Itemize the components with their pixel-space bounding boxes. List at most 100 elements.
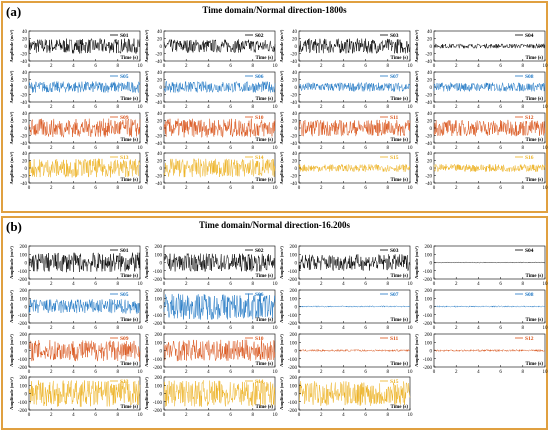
- ytick-label-p0-S11-3: -20: [290, 135, 297, 140]
- ytick-label-p0-S13-1: 20: [22, 160, 28, 165]
- xtick-label-p0-S16-4: 8: [522, 186, 525, 191]
- ytick-label-p0-S16-2: 0: [430, 167, 433, 172]
- xtick-label-p0-S13-4: 8: [117, 186, 120, 191]
- signal-p1-S12: [433, 348, 546, 353]
- ytick-label-p0-S06-1: 20: [157, 79, 163, 84]
- ytick-label-p1-S07-0: 200: [290, 289, 298, 294]
- ytick-label-p0-S10-2: 0: [160, 127, 163, 132]
- xtick-label-p1-S01-3: 6: [94, 282, 97, 287]
- ytick-label-p1-S14-1: 100: [155, 384, 163, 389]
- xlabel-p0-S14: Time (s): [255, 178, 273, 183]
- xlabel-p0-S11: Time (s): [390, 138, 408, 143]
- signal-p1-S04: [433, 261, 546, 264]
- ytick-label-p1-S03-3: -100: [288, 270, 298, 275]
- ytick-label-p1-S08-3: -100: [423, 314, 433, 319]
- ylabel-p1-S04: Amplitude (m/s²): [414, 246, 419, 279]
- signal-p1-S13: [28, 380, 141, 407]
- ytick-label-p0-S09-1: 20: [22, 120, 28, 125]
- xtick-label-p0-S09-5: 10: [138, 146, 144, 151]
- xlabel-p1-S01: Time (s): [120, 274, 138, 279]
- xtick-label-p1-S03-4: 8: [387, 282, 390, 287]
- xtick-label-p0-S15-3: 6: [364, 186, 367, 191]
- ytick-label-p1-S04-3: -100: [423, 270, 433, 275]
- ytick-label-p1-S08-1: 100: [425, 297, 433, 302]
- xtick-label-p0-S02-3: 6: [229, 64, 232, 69]
- ytick-label-p0-S14-2: 0: [160, 167, 163, 172]
- ytick-label-p0-S12-3: -20: [425, 135, 432, 140]
- ytick-label-p0-S14-3: -20: [155, 175, 162, 180]
- ytick-label-p0-S09-2: 0: [25, 127, 28, 132]
- ytick-label-p1-S03-2: 0: [295, 262, 298, 267]
- xtick-label-p0-S05-4: 8: [117, 105, 120, 110]
- legend-label-p0-S04: S04: [525, 33, 534, 39]
- ytick-label-p1-S15-0: 200: [290, 376, 298, 381]
- xtick-label-p1-S07-2: 4: [342, 326, 345, 331]
- xtick-label-p0-S16-3: 6: [499, 186, 502, 191]
- xtick-label-p0-S05-0: 0: [28, 105, 31, 110]
- xtick-label-p1-S07-5: 10: [408, 326, 414, 331]
- ytick-label-p0-S04-1: 20: [427, 38, 433, 43]
- xtick-label-p0-S04-5: 10: [543, 64, 549, 69]
- xtick-label-p1-S15-0: 0: [298, 413, 301, 418]
- xtick-label-p0-S02-2: 4: [207, 64, 210, 69]
- legend-label-p1-S09: S09: [120, 336, 129, 342]
- ytick-label-p1-S15-4: -200: [288, 409, 298, 414]
- ytick-label-p0-S12-4: -40: [425, 142, 432, 147]
- ytick-label-p0-S15-4: -40: [290, 182, 297, 187]
- ylabel-p0-S03: Amplitude (m/s²): [279, 29, 284, 62]
- ytick-label-p0-S07-4: -40: [290, 101, 297, 106]
- signal-p1-S01: [28, 252, 141, 273]
- ytick-label-p0-S01-2: 0: [25, 45, 28, 50]
- legend-label-p0-S11: S11: [390, 115, 399, 121]
- xtick-label-p1-S04-3: 6: [499, 282, 502, 287]
- xtick-label-p1-S08-3: 6: [499, 326, 502, 331]
- xlabel-p0-S05: Time (s): [120, 97, 138, 102]
- ytick-label-p0-S12-0: 40: [427, 112, 433, 117]
- xtick-label-p0-S02-1: 2: [185, 64, 188, 69]
- ytick-label-p0-S06-2: 0: [160, 86, 163, 91]
- xlabel-p1-S06: Time (s): [255, 318, 273, 323]
- signal-p0-S06: [163, 80, 276, 94]
- xtick-label-p1-S02-2: 4: [207, 282, 210, 287]
- xtick-label-p0-S07-2: 4: [342, 105, 345, 110]
- ytick-label-p1-S04-0: 200: [425, 245, 433, 250]
- legend-label-p0-S13: S13: [120, 155, 129, 161]
- xtick-label-p0-S13-2: 4: [72, 186, 75, 191]
- xtick-label-p0-S02-5: 10: [273, 64, 279, 69]
- xtick-label-p1-S13-0: 0: [28, 413, 31, 418]
- legend-label-p1-S15: S15: [390, 379, 399, 385]
- ytick-label-p0-S03-2: 0: [295, 45, 298, 50]
- ytick-label-p1-S03-4: -200: [288, 278, 298, 283]
- ytick-label-p0-S03-1: 20: [292, 38, 298, 43]
- xtick-label-p1-S06-5: 10: [273, 326, 279, 331]
- ytick-label-p0-S13-0: 40: [22, 152, 28, 157]
- ytick-label-p1-S01-4: -200: [18, 278, 28, 283]
- signal-p1-S11: [298, 348, 411, 353]
- ylabel-p1-S03: Amplitude (m/s²): [279, 246, 284, 279]
- xtick-label-p1-S06-1: 2: [185, 326, 188, 331]
- xtick-label-p1-S10-3: 6: [229, 370, 232, 375]
- ytick-label-p0-S08-1: 20: [427, 79, 433, 84]
- xtick-label-p1-S14-1: 2: [185, 413, 188, 418]
- legend-label-p0-S03: S03: [390, 33, 399, 39]
- xlabel-p1-S03: Time (s): [390, 274, 408, 279]
- ylabel-p0-S01: Amplitude (m/s²): [9, 29, 14, 62]
- xlabel-p1-S08: Time (s): [525, 318, 543, 323]
- xtick-label-p1-S07-4: 8: [387, 326, 390, 331]
- legend-label-p0-S09: S09: [120, 115, 129, 121]
- xtick-label-p1-S07-3: 6: [364, 326, 367, 331]
- xtick-label-p0-S04-0: 0: [433, 64, 436, 69]
- xtick-label-p0-S07-3: 6: [364, 105, 367, 110]
- ylabel-p1-S01: Amplitude (m/s²): [9, 246, 14, 279]
- xtick-label-p0-S13-1: 2: [50, 186, 53, 191]
- ytick-label-p0-S09-3: -20: [20, 135, 27, 140]
- xtick-label-p0-S07-5: 10: [408, 105, 414, 110]
- xtick-label-p1-S05-1: 2: [50, 326, 53, 331]
- xlabel-p0-S07: Time (s): [390, 97, 408, 102]
- xtick-label-p1-S10-0: 0: [163, 370, 166, 375]
- ytick-label-p1-S06-2: 0: [160, 306, 163, 311]
- xtick-label-p1-S13-5: 10: [138, 413, 144, 418]
- xtick-label-p0-S12-1: 2: [455, 146, 458, 151]
- xtick-label-p0-S07-4: 8: [387, 105, 390, 110]
- ytick-label-p1-S10-1: 100: [155, 341, 163, 346]
